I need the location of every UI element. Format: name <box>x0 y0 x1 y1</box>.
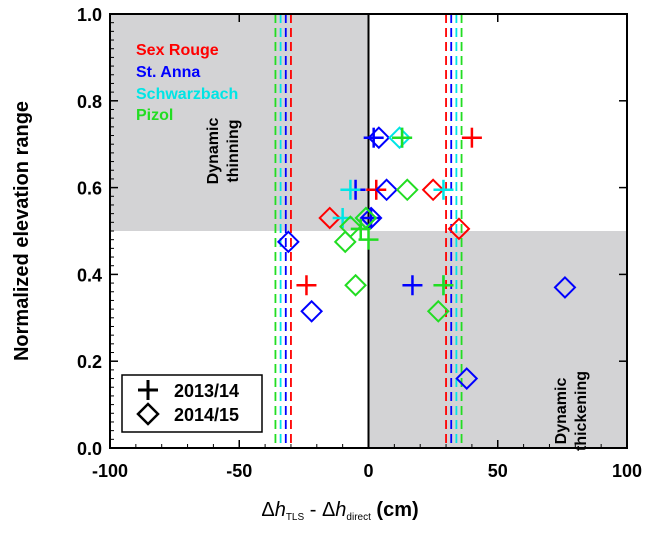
point-diamond-2-5 <box>375 178 399 202</box>
legend-st-anna: St. Anna <box>136 64 200 81</box>
point-diamond-2-2 <box>300 299 324 323</box>
y-tick-label: 0.4 <box>77 265 102 285</box>
point-diamond-1-1 <box>318 206 342 230</box>
x-tick-label: 50 <box>488 461 508 481</box>
marker-legend: 2013/14 2014/15 <box>121 374 263 433</box>
region-label-thickening-line2: thickening <box>573 371 590 451</box>
x-axis-label-h2: h <box>335 499 346 521</box>
data-points <box>276 126 577 390</box>
x-axis-label-h1: h <box>275 499 286 521</box>
y-tick-label: 0.6 <box>77 179 102 199</box>
region-label-thickening-line1: Dynamic <box>553 378 570 445</box>
point-diamond-1-3 <box>447 217 471 241</box>
point-diamond-2-7 <box>553 276 577 299</box>
point-plus-3-1 <box>340 179 361 200</box>
x-tick-label: -50 <box>226 461 252 481</box>
point-plus-2-4 <box>402 275 423 296</box>
x-axis-label-sub2: direct <box>346 512 371 523</box>
point-diamond-2-6 <box>455 367 479 390</box>
x-axis-label-delta2: Δ <box>322 499 335 521</box>
x-axis-label-minus: - <box>304 499 322 521</box>
point-plus-4-4 <box>433 275 454 296</box>
point-diamond-3-2 <box>388 126 411 150</box>
legend-schwarzbach: Schwarzbach <box>136 86 238 103</box>
y-tick-label: 0.2 <box>77 352 102 372</box>
region-label-thinning-line1: Dynamic <box>205 118 222 185</box>
x-axis-label: ΔhTLS - Δhdirect (cm) <box>261 499 418 523</box>
point-plus-1-1 <box>296 275 317 296</box>
point-diamond-4-2 <box>338 215 362 239</box>
shaded-region-1 <box>110 14 369 231</box>
x-axis-label-unit: (cm) <box>371 499 419 521</box>
point-plus-4-2 <box>358 229 379 250</box>
legend-sex-rouge: Sex Rouge <box>136 42 219 59</box>
point-plus-2-3 <box>361 207 382 228</box>
x-tick-label: 100 <box>612 461 642 481</box>
shaded-region-2 <box>368 231 627 448</box>
axis-ticks: -100 -50 0 50 100 0.0 0.2 0.4 0.6 0.8 1.0 <box>77 5 642 481</box>
point-plus-4-1 <box>350 218 371 239</box>
legend-label-2014-15: 2014/15 <box>174 405 239 425</box>
x-axis-label-delta: Δ <box>261 499 274 521</box>
plus-marker-icon <box>138 380 158 400</box>
x-tick-label: -100 <box>92 461 128 481</box>
point-diamond-2-4 <box>367 126 391 150</box>
point-diamond-4-6 <box>426 299 450 323</box>
y-tick-label: 0.8 <box>77 92 102 112</box>
y-tick-label: 1.0 <box>77 5 102 25</box>
region-label-thickening: Dynamic thickening <box>553 371 590 451</box>
point-diamond-2-1 <box>276 230 300 254</box>
point-diamond-4-1 <box>333 230 357 254</box>
point-plus-2-2 <box>363 127 384 148</box>
y-axis-label: Normalized elevation range <box>11 101 33 361</box>
x-tick-label: 0 <box>363 461 373 481</box>
region-label-thinning-line2: thinning <box>225 119 242 182</box>
x-axis-label-sub1: TLS <box>286 512 305 523</box>
point-diamond-1-2 <box>421 178 445 202</box>
y-tick-label: 0.0 <box>77 439 102 459</box>
point-diamond-4-3 <box>344 273 367 297</box>
point-plus-4-3 <box>392 127 413 148</box>
region-label-thinning: Dynamic thinning <box>205 118 242 185</box>
point-diamond-4-5 <box>395 178 419 202</box>
point-plus-1-3 <box>461 127 482 148</box>
point-plus-3-4 <box>433 179 454 200</box>
diamond-marker-icon <box>136 402 160 426</box>
series-legend: Sex Rouge St. Anna Schwarzbach Pizol <box>136 42 238 124</box>
region-layer <box>110 14 627 448</box>
legend-label-2013-14: 2013/14 <box>174 381 239 401</box>
legend-pizol: Pizol <box>136 107 173 124</box>
